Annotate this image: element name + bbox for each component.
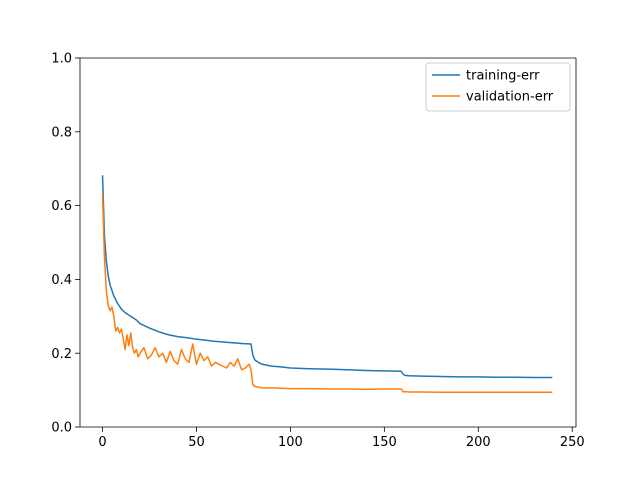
legend-frame (425, 62, 571, 112)
series-layer (101, 175, 553, 394)
y-tick-label: 0.8 (51, 125, 72, 140)
plot-background (80, 58, 576, 427)
y-tick-label: 0.2 (51, 347, 72, 362)
x-tick-label: 150 (372, 435, 397, 450)
x-tick-label: 200 (466, 435, 491, 450)
y-tick-label: 1.0 (51, 52, 72, 67)
x-tick-label: 0 (98, 435, 106, 450)
series-line-validation-err (101, 193, 553, 394)
axes-layer: 0 50 100 150 200 250 0.0 0.2 0.4 0.6 0.8 1.0 (51, 52, 584, 450)
y-tick-label: 0.6 (51, 199, 72, 214)
x-tick-label: 50 (188, 435, 205, 450)
x-tick-label: 100 (278, 435, 303, 450)
legend-label-validation-err: validation-err (466, 90, 554, 105)
x-tick-label: 250 (560, 435, 585, 450)
series-line-training-err (101, 175, 553, 379)
legend-label-training-err: training-err (466, 69, 540, 84)
y-tick-label: 0.4 (51, 273, 72, 288)
y-tick-label: 0.0 (51, 421, 72, 436)
plot-area (80, 58, 576, 427)
legend: training-err validation-err (425, 62, 571, 112)
